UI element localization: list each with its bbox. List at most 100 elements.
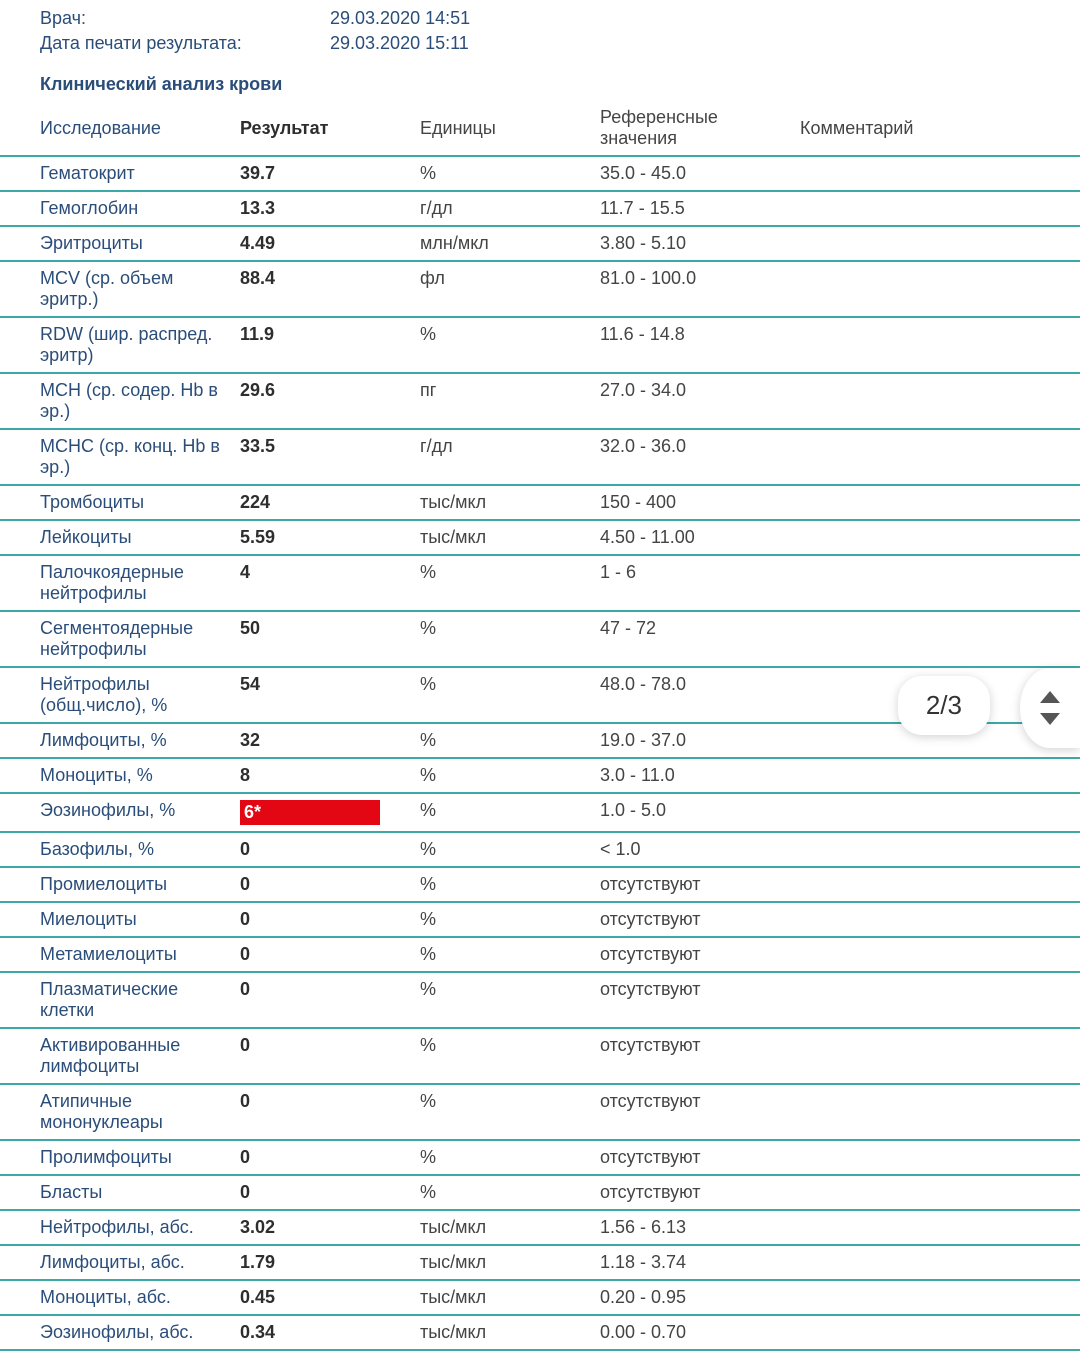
cell-reference: отсутствуют [600,867,800,902]
cell-result: 50 [240,611,420,667]
cell-comment [800,1140,1080,1175]
cell-reference: 150 - 400 [600,485,800,520]
table-row: RDW (шир. распред. эритр)11.9%11.6 - 14.… [0,317,1080,373]
cell-test: Эозинофилы, % [0,793,240,832]
cell-test: Нейтрофилы (общ.число), % [0,667,240,723]
cell-units: тыс/мкл [420,520,600,555]
cell-units: млн/мкл [420,226,600,261]
cell-units: % [420,793,600,832]
cell-result: 0 [240,902,420,937]
cell-test: Бласты [0,1175,240,1210]
table-row: Метамиелоциты0%отсутствуют [0,937,1080,972]
doctor-label: Врач: [40,8,330,29]
cell-result: 224 [240,485,420,520]
table-header-row: Исследование Результат Единицы Референсн… [0,101,1080,156]
cell-reference: < 1.0 [600,832,800,867]
cell-test: Сегментоядерные нейтрофилы [0,611,240,667]
cell-test: Атипичные мононуклеары [0,1084,240,1140]
cell-test: Нейтрофилы, абс. [0,1210,240,1245]
cell-units: % [420,611,600,667]
cell-test: Эозинофилы, абс. [0,1315,240,1350]
cell-test: MCV (ср. объем эритр.) [0,261,240,317]
cell-comment [800,520,1080,555]
cell-units: тыс/мкл [420,1280,600,1315]
table-row: Тромбоциты224тыс/мкл150 - 400 [0,485,1080,520]
cell-comment [800,1175,1080,1210]
cell-test: MCH (ср. содер. Hb в эр.) [0,373,240,429]
cell-result: 11.9 [240,317,420,373]
cell-result: 1.79 [240,1245,420,1280]
cell-reference: 27.0 - 34.0 [600,373,800,429]
cell-test: Базофилы, % [0,832,240,867]
cell-result: 0 [240,972,420,1028]
table-row: Лейкоциты5.59тыс/мкл4.50 - 11.00 [0,520,1080,555]
cell-units: % [420,1175,600,1210]
cell-result: 29.6 [240,373,420,429]
cell-comment [800,832,1080,867]
cell-units: % [420,156,600,191]
table-row: Нейтрофилы, абс.3.02тыс/мкл1.56 - 6.13 [0,1210,1080,1245]
doctor-value: 29.03.2020 14:51 [330,8,470,29]
chevron-down-icon[interactable] [1040,713,1060,725]
cell-test: Плазматические клетки [0,972,240,1028]
chevron-up-icon[interactable] [1040,691,1060,703]
cell-test: Палочкоядерные нейтрофилы [0,555,240,611]
cell-test: Гематокрит [0,156,240,191]
table-row: Эозинофилы, абс.0.34тыс/мкл0.00 - 0.70 [0,1315,1080,1350]
table-row: Моноциты, %8%3.0 - 11.0 [0,758,1080,793]
cell-result: 0 [240,937,420,972]
cell-comment [800,1245,1080,1280]
cell-result: 0.34 [240,1315,420,1350]
cell-comment [800,373,1080,429]
cell-comment [800,867,1080,902]
print-label: Дата печати результата: [40,33,330,54]
table-row: Плазматические клетки0%отсутствуют [0,972,1080,1028]
cell-reference: 3.80 - 5.10 [600,226,800,261]
cell-comment [800,1315,1080,1350]
cell-test: Лимфоциты, абс. [0,1245,240,1280]
cell-reference: 81.0 - 100.0 [600,261,800,317]
cell-comment [800,429,1080,485]
cell-test: Активированные лимфоциты [0,1028,240,1084]
cell-result: 8 [240,758,420,793]
cell-test: Лимфоциты, % [0,723,240,758]
cell-reference: отсутствуют [600,1175,800,1210]
cell-reference: 47 - 72 [600,611,800,667]
cell-test: MCHC (ср. конц. Hb в эр.) [0,429,240,485]
table-row: MCV (ср. объем эритр.)88.4фл81.0 - 100.0 [0,261,1080,317]
cell-result: 39.7 [240,156,420,191]
cell-units: % [420,1028,600,1084]
cell-result: 13.3 [240,191,420,226]
cell-reference: 32.0 - 36.0 [600,429,800,485]
table-row: Эозинофилы, %6*%1.0 - 5.0 [0,793,1080,832]
cell-units: % [420,555,600,611]
cell-units: фл [420,261,600,317]
cell-comment [800,555,1080,611]
table-row: Атипичные мононуклеары0%отсутствуют [0,1084,1080,1140]
table-row: Пролимфоциты0%отсутствуют [0,1140,1080,1175]
table-row: Активированные лимфоциты0%отсутствуют [0,1028,1080,1084]
cell-result: 32 [240,723,420,758]
col-header-comment: Комментарий [800,101,1080,156]
cell-result: 0 [240,1140,420,1175]
cell-reference: 35.0 - 45.0 [600,156,800,191]
cell-reference: 48.0 - 78.0 [600,667,800,723]
cell-result: 0 [240,867,420,902]
cell-result: 0 [240,1084,420,1140]
table-row: MCHC (ср. конц. Hb в эр.)33.5г/дл32.0 - … [0,429,1080,485]
cell-result: 33.5 [240,429,420,485]
cell-result: 0.45 [240,1280,420,1315]
cell-test: Гемоглобин [0,191,240,226]
cell-comment [800,191,1080,226]
cell-test: Эритроциты [0,226,240,261]
cell-result: 0 [240,832,420,867]
cell-units: % [420,1140,600,1175]
page-stepper[interactable] [1020,668,1080,748]
cell-result: 0 [240,1175,420,1210]
result-flag: 6* [240,800,380,825]
cell-reference: 0.00 - 0.70 [600,1315,800,1350]
cell-reference: 3.0 - 11.0 [600,758,800,793]
cell-comment [800,611,1080,667]
cell-units: тыс/мкл [420,1245,600,1280]
cell-result: 3.02 [240,1210,420,1245]
